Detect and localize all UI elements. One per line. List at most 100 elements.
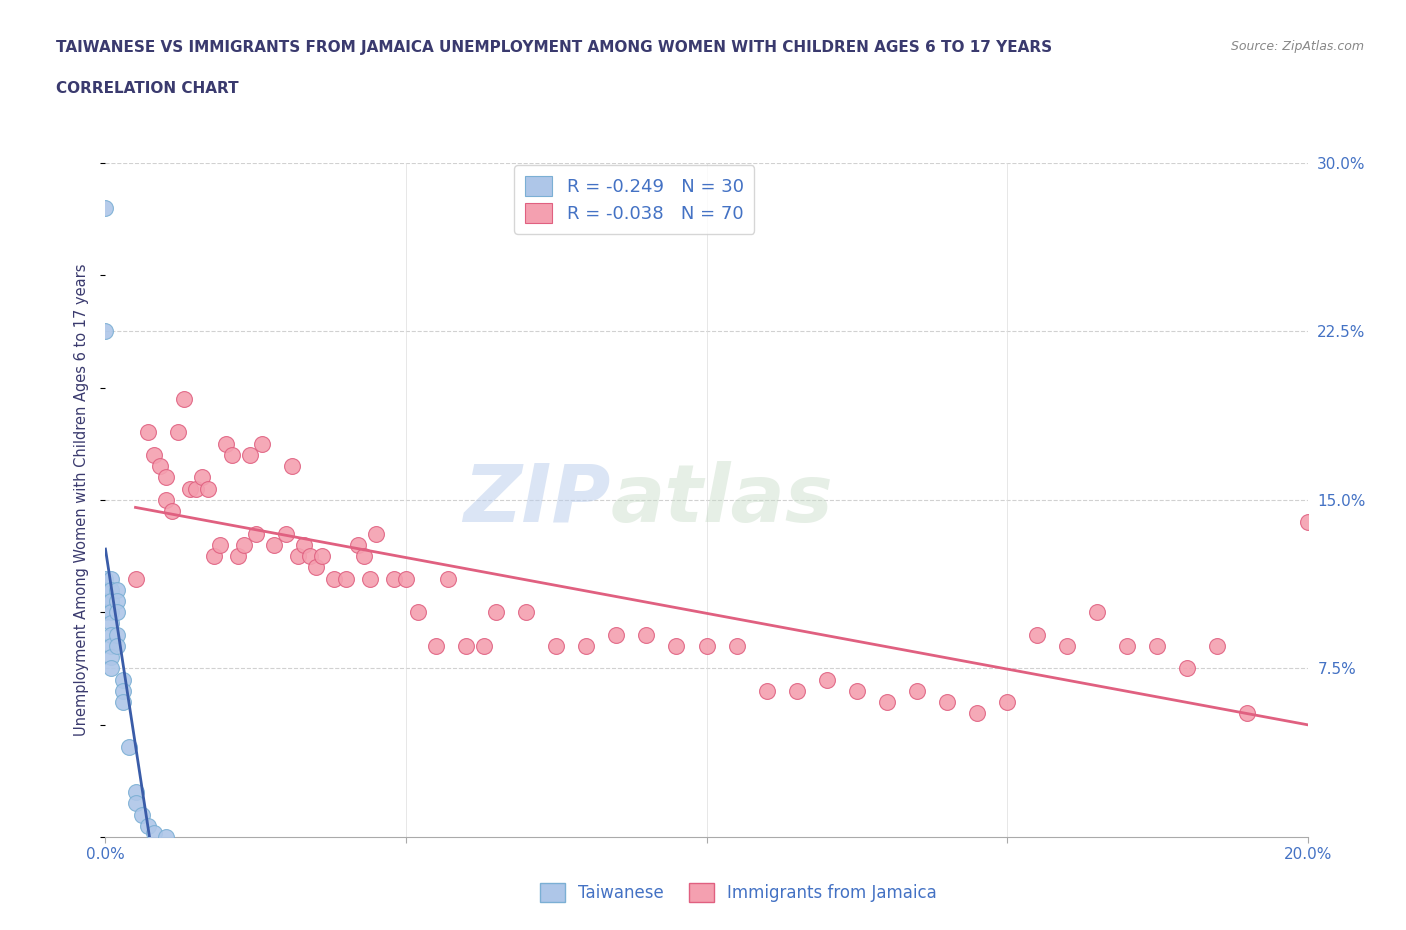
Point [636, 628, 658, 643]
Text: Source: ZipAtlas.com: Source: ZipAtlas.com [1230, 40, 1364, 53]
Point [485, 604, 508, 619]
Point [107, 628, 129, 643]
Point [287, 549, 309, 564]
Point [1146, 639, 1168, 654]
Point [425, 639, 447, 654]
Point [202, 549, 225, 564]
Point [160, 504, 183, 519]
Point [131, 807, 153, 822]
Point [665, 639, 688, 654]
Point [515, 604, 537, 619]
Legend: Taiwanese, Immigrants from Jamaica: Taiwanese, Immigrants from Jamaica [533, 877, 943, 909]
Point [221, 447, 243, 462]
Point [292, 538, 315, 552]
Point [118, 739, 141, 754]
Point [1026, 628, 1049, 643]
Point [100, 616, 122, 631]
Point [112, 695, 135, 710]
Point [142, 825, 165, 840]
Point [905, 684, 928, 698]
Point [1296, 515, 1319, 530]
Point [966, 706, 988, 721]
Point [197, 481, 219, 496]
Point [155, 493, 177, 508]
Point [1056, 639, 1078, 654]
Point [274, 526, 297, 541]
Point [786, 684, 808, 698]
Point [100, 628, 122, 643]
Point [124, 796, 146, 811]
Point [94, 582, 117, 597]
Point [245, 526, 267, 541]
Point [322, 571, 344, 586]
Point [250, 436, 273, 451]
Point [107, 604, 129, 619]
Text: CORRELATION CHART: CORRELATION CHART [56, 81, 239, 96]
Point [298, 549, 321, 564]
Point [936, 695, 959, 710]
Point [605, 628, 627, 643]
Point [100, 650, 122, 665]
Point [136, 818, 159, 833]
Point [155, 470, 177, 485]
Point [1116, 639, 1139, 654]
Point [395, 571, 418, 586]
Point [876, 695, 898, 710]
Point [437, 571, 460, 586]
Point [1236, 706, 1258, 721]
Point [232, 538, 254, 552]
Point [136, 425, 159, 440]
Point [226, 549, 249, 564]
Point [107, 582, 129, 597]
Text: atlas: atlas [610, 461, 834, 538]
Point [347, 538, 370, 552]
Point [100, 604, 122, 619]
Point [112, 684, 135, 698]
Point [100, 639, 122, 654]
Point [155, 830, 177, 844]
Point [1206, 639, 1229, 654]
Point [94, 604, 117, 619]
Point [406, 604, 429, 619]
Point [124, 785, 146, 800]
Point [239, 447, 262, 462]
Text: ZIP: ZIP [463, 461, 610, 538]
Point [382, 571, 405, 586]
Point [335, 571, 357, 586]
Point [100, 593, 122, 608]
Point [364, 526, 387, 541]
Point [454, 639, 477, 654]
Point [311, 549, 333, 564]
Point [100, 582, 122, 597]
Point [184, 481, 207, 496]
Point [305, 560, 328, 575]
Point [214, 436, 236, 451]
Point [263, 538, 285, 552]
Point [359, 571, 381, 586]
Point [995, 695, 1018, 710]
Point [124, 571, 146, 586]
Point [575, 639, 598, 654]
Point [755, 684, 778, 698]
Point [281, 458, 304, 473]
Point [845, 684, 868, 698]
Point [1175, 661, 1198, 676]
Point [472, 639, 495, 654]
Point [142, 447, 165, 462]
Point [100, 661, 122, 676]
Point [173, 392, 195, 406]
Point [107, 593, 129, 608]
Point [107, 639, 129, 654]
Legend: R = -0.249   N = 30, R = -0.038   N = 70: R = -0.249 N = 30, R = -0.038 N = 70 [515, 165, 755, 233]
Point [179, 481, 201, 496]
Y-axis label: Unemployment Among Women with Children Ages 6 to 17 years: Unemployment Among Women with Children A… [75, 263, 90, 737]
Point [190, 470, 212, 485]
Point [1085, 604, 1108, 619]
Point [112, 672, 135, 687]
Point [148, 458, 170, 473]
Point [94, 571, 117, 586]
Point [208, 538, 231, 552]
Point [815, 672, 838, 687]
Text: TAIWANESE VS IMMIGRANTS FROM JAMAICA UNEMPLOYMENT AMONG WOMEN WITH CHILDREN AGES: TAIWANESE VS IMMIGRANTS FROM JAMAICA UNE… [56, 40, 1052, 55]
Point [94, 324, 117, 339]
